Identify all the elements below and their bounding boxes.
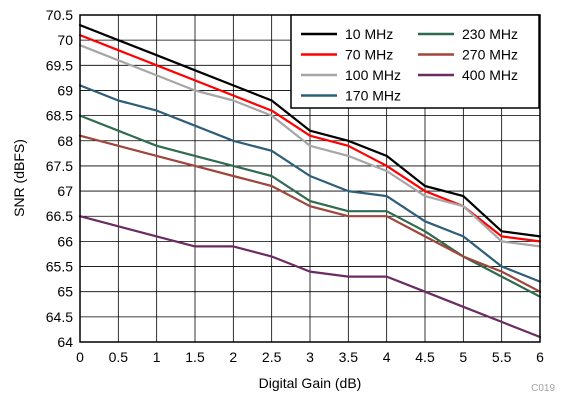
x-tick-label: 1.5 — [185, 349, 205, 365]
x-tick-label: 4 — [383, 349, 391, 365]
legend: 10 MHz 70 MHz 100 MHz 170 MHz 230 MHz 270 MHz… — [290, 14, 540, 109]
y-tick-label: 65 — [57, 284, 73, 300]
series-line-10-mhz — [78, 24, 542, 238]
legend-entry: 230 MHz — [418, 26, 518, 42]
legend-entry: 70 MHz — [301, 47, 393, 63]
legend-box — [290, 14, 540, 109]
y-tick-label: 67 — [57, 183, 73, 199]
x-tick-label: 1 — [153, 349, 161, 365]
x-tick-label: 0 — [76, 349, 84, 365]
legend-entry: 270 MHz — [418, 47, 518, 63]
y-tick-label: 67.5 — [46, 158, 73, 174]
x-tick-label: 3.5 — [339, 349, 359, 365]
figure-id: C019 — [531, 383, 555, 394]
x-tick-label: 5 — [459, 349, 467, 365]
legend-entry: 100 MHz — [301, 67, 401, 83]
series-lines — [78, 24, 542, 339]
legend-label: 10 MHz — [345, 26, 393, 42]
y-tick-label: 69 — [57, 82, 73, 98]
legend-label: 270 MHz — [462, 47, 518, 63]
legend-label: 170 MHz — [345, 88, 401, 104]
y-tick-label: 69.5 — [46, 57, 73, 73]
series-line-400-mhz — [78, 215, 542, 339]
x-tick-label: 6 — [536, 349, 544, 365]
y-tick-label: 66.5 — [46, 208, 73, 224]
y-tick-label: 64 — [57, 334, 73, 350]
legend-entry: 10 MHz — [301, 26, 393, 42]
series-line-270-mhz — [78, 134, 542, 293]
y-tick-label: 68.5 — [46, 108, 73, 124]
legend-entry: 400 MHz — [418, 67, 518, 83]
legend-label: 400 MHz — [462, 67, 518, 83]
x-tick-labels: 0 0.5 1 1.5 2 2.5 3 3.5 4 4.5 5 5.5 6 — [76, 349, 544, 365]
x-tick-label: 4.5 — [415, 349, 435, 365]
legend-label: 100 MHz — [345, 67, 401, 83]
y-tick-label: 68 — [57, 133, 73, 149]
legend-entry: 170 MHz — [301, 88, 401, 104]
y-tick-label: 65.5 — [46, 259, 73, 275]
y-axis-label: SNR (dBFS) — [11, 139, 27, 217]
legend-label: 70 MHz — [345, 47, 393, 63]
y-tick-label: 64.5 — [46, 309, 73, 325]
series-line-170-mhz — [78, 84, 542, 283]
y-tick-label: 70.5 — [46, 7, 73, 23]
y-tick-labels: 64 64.5 65 65.5 66 66.5 67 67.5 68 68.5 69 69.5 70 70… — [46, 7, 73, 350]
x-tick-label: 5.5 — [492, 349, 512, 365]
y-tick-label: 66 — [57, 233, 73, 249]
x-tick-label: 2.5 — [262, 349, 282, 365]
x-tick-label: 3 — [306, 349, 314, 365]
series-line-100-mhz — [78, 44, 542, 248]
x-tick-label: 0.5 — [109, 349, 129, 365]
x-tick-label: 2 — [229, 349, 237, 365]
y-tick-label: 70 — [57, 32, 73, 48]
x-axis-label: Digital Gain (dB) — [259, 375, 362, 391]
legend-label: 230 MHz — [462, 26, 518, 42]
